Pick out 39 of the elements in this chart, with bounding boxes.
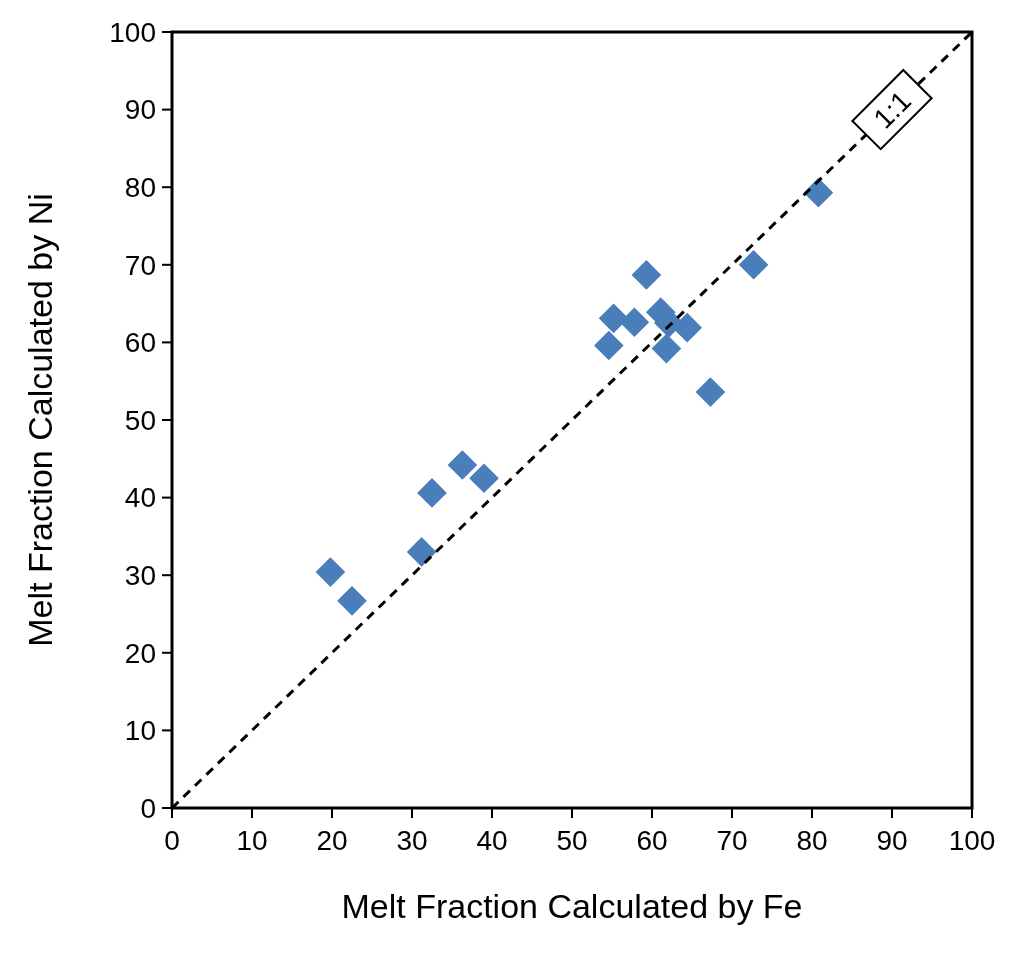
y-axis-title: Melt Fraction Calculated by Ni: [21, 193, 59, 647]
point: [337, 585, 367, 616]
point: [315, 557, 346, 587]
x-axis-title: Melt Fraction Calculated by Fe: [341, 887, 803, 925]
x-tick-label: 70: [716, 825, 748, 856]
point: [631, 260, 662, 290]
point: [469, 463, 499, 494]
y-tick-label: 60: [124, 327, 156, 359]
x-tick-label: 60: [636, 825, 668, 856]
x-tick-label: 40: [476, 825, 508, 856]
annotation: 1:1: [867, 85, 917, 135]
point: [651, 333, 682, 364]
x-tick-label: 10: [236, 825, 268, 856]
y-tick-label: 70: [124, 249, 156, 281]
y-tick-label: 0: [140, 792, 156, 824]
point: [598, 303, 629, 334]
y-tick-label: 30: [124, 560, 156, 591]
y-tick-label: 40: [124, 482, 156, 514]
point: [672, 312, 703, 343]
x-tick-label: 0: [164, 825, 180, 856]
point: [738, 249, 769, 280]
point: [619, 307, 650, 338]
point: [593, 330, 624, 361]
x-tick-label: 50: [556, 825, 588, 856]
point: [406, 537, 437, 567]
point: [695, 377, 726, 407]
y-tick-label: 100: [109, 16, 156, 48]
x-tick-label: 90: [876, 825, 908, 856]
point: [447, 450, 478, 480]
x-tick-label: 20: [316, 825, 348, 856]
y-tick-label: 10: [124, 715, 156, 747]
x-tick-label: 80: [796, 825, 828, 856]
y-tick-label: 20: [124, 637, 156, 669]
point: [417, 478, 447, 508]
y-tick-label: 50: [124, 404, 156, 436]
x-tick-label: 30: [396, 825, 428, 856]
y-tick-label: 90: [124, 94, 156, 126]
x-tick-label: 100: [948, 825, 996, 856]
y-tick-label: 80: [124, 172, 156, 203]
